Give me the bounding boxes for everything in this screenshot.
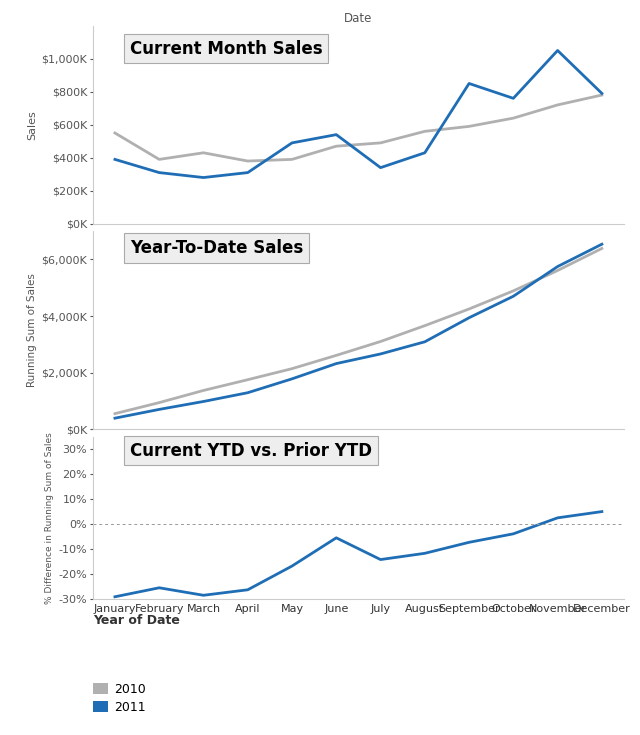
Y-axis label: Running Sum of Sales: Running Sum of Sales xyxy=(28,273,37,387)
Title: Date: Date xyxy=(344,12,372,24)
Legend: 2010, 2011: 2010, 2011 xyxy=(93,683,146,714)
Y-axis label: % Difference in Running Sum of Sales: % Difference in Running Sum of Sales xyxy=(45,432,54,603)
Y-axis label: Sales: Sales xyxy=(28,110,37,140)
Text: Current Month Sales: Current Month Sales xyxy=(130,40,323,57)
Text: Current YTD vs. Prior YTD: Current YTD vs. Prior YTD xyxy=(130,442,372,459)
Text: Year-To-Date Sales: Year-To-Date Sales xyxy=(130,239,303,257)
Text: Year of Date: Year of Date xyxy=(93,614,180,627)
